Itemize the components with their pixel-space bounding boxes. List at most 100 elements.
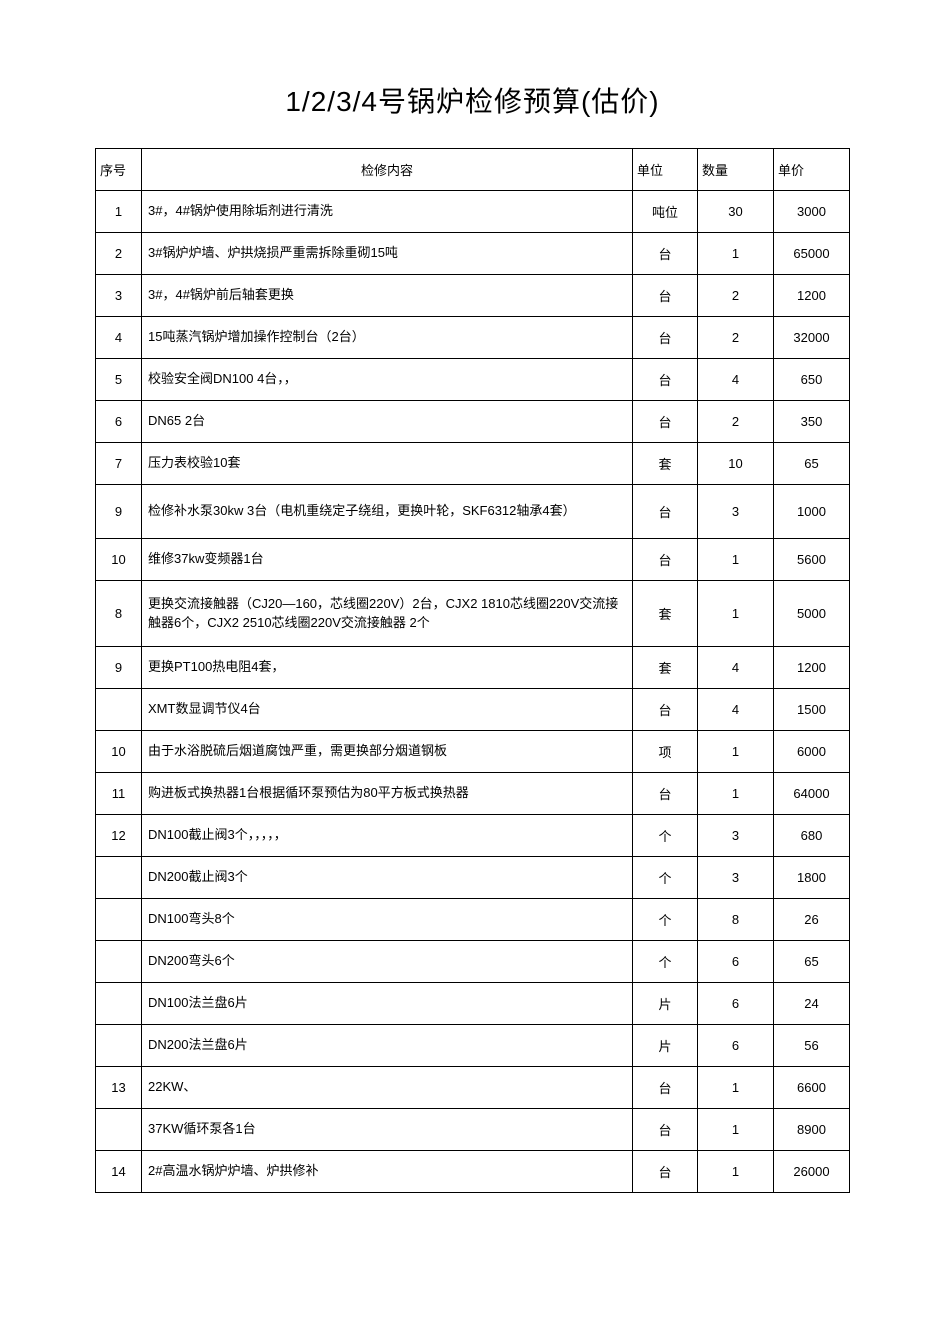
- table-row: 12DN100截止阀3个，，，，，个3680: [96, 815, 850, 857]
- cell-unit: 片: [633, 983, 698, 1025]
- cell-desc: DN200法兰盘6片: [142, 1025, 633, 1067]
- cell-desc: 15吨蒸汽锅炉增加操作控制台（2台）: [142, 317, 633, 359]
- cell-desc: DN100截止阀3个，，，，，: [142, 815, 633, 857]
- cell-seq: 1: [96, 191, 142, 233]
- cell-seq: 4: [96, 317, 142, 359]
- table-row: DN100法兰盘6片片624: [96, 983, 850, 1025]
- cell-seq: 8: [96, 581, 142, 647]
- page-title: 1/2/3/4号锅炉检修预算(估价): [95, 80, 850, 120]
- table-row: 142#高温水锅炉炉墙、炉拱修补台126000: [96, 1151, 850, 1193]
- cell-desc: 更换交流接触器（CJ20—160，芯线圈220V）2台，CJX2 1810芯线圈…: [142, 581, 633, 647]
- cell-seq: 6: [96, 401, 142, 443]
- cell-price: 3000: [774, 191, 850, 233]
- cell-seq: [96, 941, 142, 983]
- cell-unit: 台: [633, 359, 698, 401]
- cell-qty: 10: [698, 443, 774, 485]
- cell-desc: DN200弯头6个: [142, 941, 633, 983]
- cell-price: 64000: [774, 773, 850, 815]
- cell-unit: 片: [633, 1025, 698, 1067]
- cell-desc: 22KW、: [142, 1067, 633, 1109]
- table-row: 23#锅炉炉墙、炉拱烧损严重需拆除重砌15吨台165000: [96, 233, 850, 275]
- table-row: 415吨蒸汽锅炉增加操作控制台（2台）台232000: [96, 317, 850, 359]
- table-row: DN200截止阀3个个31800: [96, 857, 850, 899]
- cell-qty: 6: [698, 941, 774, 983]
- table-row: DN200法兰盘6片片656: [96, 1025, 850, 1067]
- cell-seq: 14: [96, 1151, 142, 1193]
- cell-price: 26: [774, 899, 850, 941]
- cell-unit: 台: [633, 401, 698, 443]
- table-row: 5校验安全阀DN100 4台，，台4650: [96, 359, 850, 401]
- cell-seq: 2: [96, 233, 142, 275]
- cell-price: 1200: [774, 647, 850, 689]
- cell-qty: 1: [698, 233, 774, 275]
- cell-seq: 13: [96, 1067, 142, 1109]
- cell-desc: 压力表校验10套: [142, 443, 633, 485]
- table-row: 10由于水浴脱硫后烟道腐蚀严重，需更换部分烟道钢板项16000: [96, 731, 850, 773]
- cell-qty: 2: [698, 317, 774, 359]
- cell-seq: 7: [96, 443, 142, 485]
- cell-seq: 11: [96, 773, 142, 815]
- cell-price: 680: [774, 815, 850, 857]
- cell-unit: 台: [633, 539, 698, 581]
- table-body: 13#，4#锅炉使用除垢剂进行清洗吨位30300023#锅炉炉墙、炉拱烧损严重需…: [96, 191, 850, 1193]
- cell-seq: 10: [96, 731, 142, 773]
- cell-unit: 台: [633, 233, 698, 275]
- cell-price: 650: [774, 359, 850, 401]
- col-header-unit: 单位: [633, 149, 698, 191]
- cell-desc: 2#高温水锅炉炉墙、炉拱修补: [142, 1151, 633, 1193]
- cell-desc: 3#锅炉炉墙、炉拱烧损严重需拆除重砌15吨: [142, 233, 633, 275]
- cell-seq: [96, 1025, 142, 1067]
- cell-qty: 1: [698, 1151, 774, 1193]
- cell-qty: 1: [698, 1109, 774, 1151]
- cell-unit: 台: [633, 1067, 698, 1109]
- cell-price: 5600: [774, 539, 850, 581]
- col-header-seq: 序号: [96, 149, 142, 191]
- table-row: DN100弯头8个个826: [96, 899, 850, 941]
- cell-qty: 3: [698, 485, 774, 539]
- cell-desc: XMT数显调节仪4台: [142, 689, 633, 731]
- table-row: 9更换PT100热电阻4套，套41200: [96, 647, 850, 689]
- cell-unit: 台: [633, 1109, 698, 1151]
- col-header-desc: 检修内容: [142, 149, 633, 191]
- cell-unit: 台: [633, 275, 698, 317]
- cell-price: 65: [774, 443, 850, 485]
- cell-price: 350: [774, 401, 850, 443]
- cell-unit: 台: [633, 317, 698, 359]
- table-row: 7压力表校验10套套1065: [96, 443, 850, 485]
- cell-qty: 4: [698, 359, 774, 401]
- cell-qty: 30: [698, 191, 774, 233]
- cell-seq: [96, 689, 142, 731]
- cell-desc: 3#，4#锅炉前后轴套更换: [142, 275, 633, 317]
- cell-price: 65000: [774, 233, 850, 275]
- cell-desc: 由于水浴脱硫后烟道腐蚀严重，需更换部分烟道钢板: [142, 731, 633, 773]
- cell-unit: 个: [633, 941, 698, 983]
- cell-qty: 3: [698, 857, 774, 899]
- col-header-price: 单价: [774, 149, 850, 191]
- table-row: 33#，4#锅炉前后轴套更换台21200: [96, 275, 850, 317]
- cell-seq: 3: [96, 275, 142, 317]
- cell-qty: 1: [698, 731, 774, 773]
- cell-seq: 5: [96, 359, 142, 401]
- cell-qty: 3: [698, 815, 774, 857]
- cell-unit: 个: [633, 857, 698, 899]
- table-row: 13#，4#锅炉使用除垢剂进行清洗吨位303000: [96, 191, 850, 233]
- cell-desc: DN100弯头8个: [142, 899, 633, 941]
- cell-desc: DN200截止阀3个: [142, 857, 633, 899]
- table-row: 11购进板式换热器1台根据循环泵预估为80平方板式换热器台164000: [96, 773, 850, 815]
- cell-price: 6000: [774, 731, 850, 773]
- cell-price: 65: [774, 941, 850, 983]
- cell-desc: 3#，4#锅炉使用除垢剂进行清洗: [142, 191, 633, 233]
- cell-unit: 个: [633, 899, 698, 941]
- cell-qty: 6: [698, 983, 774, 1025]
- cell-desc: 37KW循环泵各1台: [142, 1109, 633, 1151]
- cell-qty: 2: [698, 401, 774, 443]
- cell-unit: 个: [633, 815, 698, 857]
- table-header-row: 序号 检修内容 单位 数量 单价: [96, 149, 850, 191]
- cell-unit: 项: [633, 731, 698, 773]
- cell-qty: 1: [698, 773, 774, 815]
- cell-desc: 维修37kw变频器1台: [142, 539, 633, 581]
- cell-price: 1200: [774, 275, 850, 317]
- cell-unit: 套: [633, 647, 698, 689]
- cell-qty: 4: [698, 647, 774, 689]
- cell-desc: DN100法兰盘6片: [142, 983, 633, 1025]
